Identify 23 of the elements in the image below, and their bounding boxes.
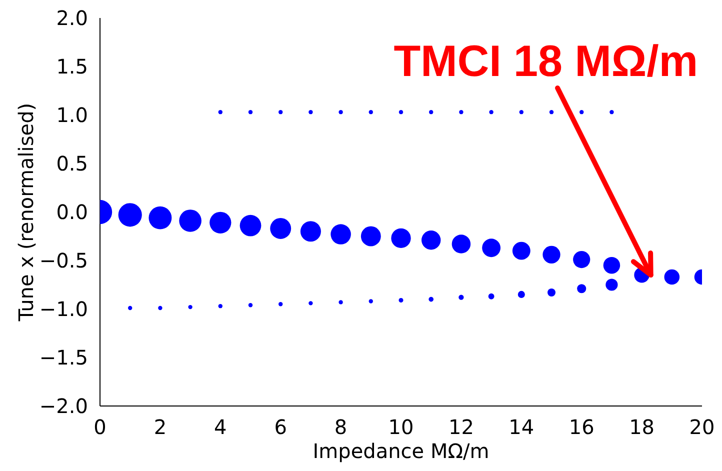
- y-tick-label: 2.0: [56, 6, 88, 30]
- x-tick-label: 14: [508, 415, 534, 440]
- x-tick-label: 20: [689, 415, 715, 440]
- y-tick-label: −1.5: [39, 346, 88, 370]
- x-tick-label: 0: [94, 415, 106, 440]
- x-tick-label: 10: [388, 415, 414, 440]
- x-tick-label: 4: [214, 415, 227, 440]
- annotation: TMCI 18 MΩ/m: [394, 37, 698, 86]
- x-axis-title: Impedance MΩ/m: [312, 439, 490, 463]
- y-tick-label: −2.0: [39, 394, 88, 418]
- y-tick-label: −0.5: [39, 248, 88, 273]
- y-axis-title: Tune x (renormalised): [14, 102, 38, 322]
- x-tick-label: 2: [154, 415, 167, 440]
- x-tick-label: 8: [334, 415, 348, 440]
- y-tick-label: 1.5: [56, 54, 88, 79]
- x-tick-label: 6: [274, 415, 287, 440]
- y-tick-label: 1.0: [56, 103, 88, 128]
- y-tick-label: −1.0: [39, 297, 88, 322]
- x-tick-label: 16: [568, 415, 594, 440]
- y-tick-label: 0.5: [56, 152, 88, 176]
- x-tick-label: 12: [448, 415, 474, 440]
- y-tick-label: 0.0: [56, 200, 88, 224]
- x-tick-label: 18: [629, 415, 655, 440]
